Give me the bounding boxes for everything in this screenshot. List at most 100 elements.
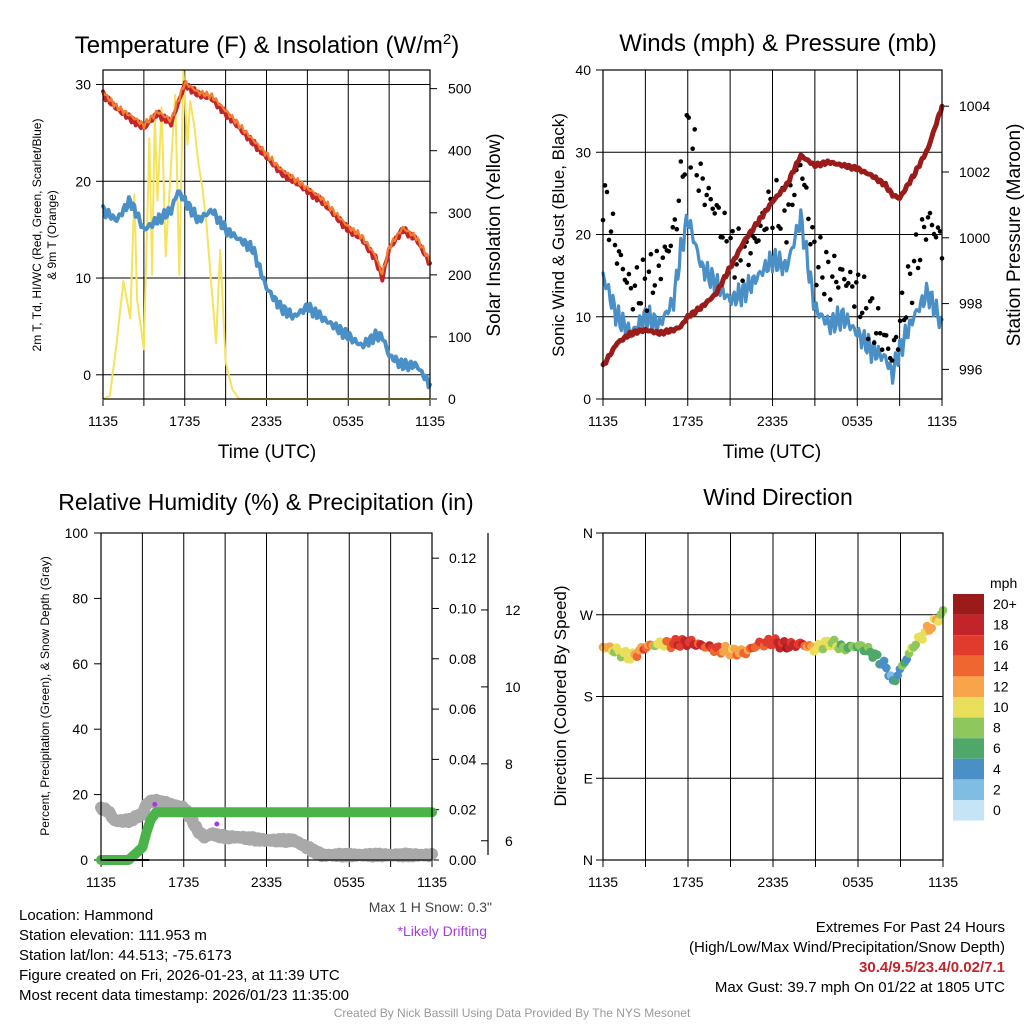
gust-point xyxy=(660,255,666,260)
gust-point xyxy=(814,282,819,288)
legend-label: 18 xyxy=(993,617,1009,633)
legend-label: 2 xyxy=(993,781,1001,797)
direction-point xyxy=(873,650,882,660)
gust-point xyxy=(859,310,865,316)
x-tick-label: 0535 xyxy=(842,874,873,890)
precip-tick-label: 0.00 xyxy=(449,852,476,868)
gust-point xyxy=(905,264,911,269)
gust-point xyxy=(712,211,717,216)
gust-point xyxy=(656,263,662,269)
x-tick-label: 2335 xyxy=(757,874,788,890)
gust-point xyxy=(897,318,903,324)
precip-tick-label: 0.12 xyxy=(449,550,476,566)
direction-point xyxy=(927,623,936,633)
y2-axis-label: Station Pressure (Maroon) xyxy=(1004,124,1024,347)
gust-point xyxy=(694,173,699,178)
gust-point xyxy=(652,283,658,288)
gust-point xyxy=(634,265,640,270)
y2-tick-label: 1002 xyxy=(959,164,990,180)
y2-tick-label: 500 xyxy=(448,81,472,97)
gust-point xyxy=(732,275,737,280)
gust-point xyxy=(604,189,610,195)
legend-swatch xyxy=(953,738,984,759)
wind-direction-panel: Wind Direction N E S W N 1135 1735 2335 0535 1135 D… xyxy=(551,484,1017,890)
gust-point xyxy=(690,146,695,151)
gust-point xyxy=(770,225,775,231)
gust-point xyxy=(877,331,883,336)
gust-point xyxy=(696,188,701,193)
gust-point xyxy=(678,159,684,164)
created-text: Figure created on Fri, 2026-01-23, at 11… xyxy=(19,967,340,984)
gust-point xyxy=(830,274,835,279)
gust-point xyxy=(602,183,608,188)
legend-label: 14 xyxy=(993,658,1009,674)
gust-point xyxy=(614,261,620,266)
chart-title: Temperature (F) & Insolation (W/m2) xyxy=(75,31,459,59)
gust-point xyxy=(700,176,705,181)
gust-point xyxy=(863,306,869,311)
latlon-text: Station lat/lon: 44.513; -75.6173 xyxy=(19,947,232,964)
precip-line xyxy=(96,807,437,865)
gust-point xyxy=(895,347,901,352)
gust-point xyxy=(790,202,795,208)
y-tick-label: 30 xyxy=(75,77,91,93)
direction-point xyxy=(934,617,943,626)
x-tick-label: 2335 xyxy=(757,413,788,429)
legend-label: 20+ xyxy=(993,596,1017,612)
legend-swatch xyxy=(953,594,984,615)
gust-point xyxy=(654,248,660,254)
y2-tick-label: 100 xyxy=(448,329,472,345)
x-tick-label: 2335 xyxy=(251,413,282,429)
gust-point xyxy=(610,211,616,217)
direction-point xyxy=(882,663,891,673)
direction-point xyxy=(780,637,789,646)
y2-axis-label: Solar Insolation (Yellow) xyxy=(484,133,505,336)
plot-frame xyxy=(602,532,944,861)
x-tick-label: 1735 xyxy=(672,413,703,429)
y2-tick-label: 1004 xyxy=(959,98,990,114)
x-tick-label: 0535 xyxy=(842,413,873,429)
y-axis-label: Sonic Wind & Gust (Blue, Black) xyxy=(549,113,568,357)
gust-point xyxy=(686,115,691,120)
gust-point xyxy=(648,251,654,257)
gust-point xyxy=(935,225,941,230)
precip-tick-label: 0.06 xyxy=(449,701,476,717)
gust-point xyxy=(640,257,646,263)
legend-swatch xyxy=(953,800,984,821)
x-tick-label: 0535 xyxy=(334,874,365,890)
gust-point xyxy=(730,228,735,234)
gust-point xyxy=(616,249,622,254)
gust-point xyxy=(933,235,939,240)
series-line-1 xyxy=(101,80,432,276)
y-axis-label: Percent, Precipitation (Green), & Snow D… xyxy=(38,556,52,835)
gust-point xyxy=(630,307,636,312)
gust-point xyxy=(722,210,727,216)
gust-point xyxy=(820,275,825,280)
snow-depth-line xyxy=(95,793,438,863)
gust-point xyxy=(899,290,905,296)
y-axis-label: Direction (Colored By Speed) xyxy=(551,585,570,806)
y-tick-label: 20 xyxy=(575,227,591,243)
extremes-values: 30.4/9.5/23.4/0.02/7.1 xyxy=(859,959,1005,976)
snow-tick-label: 6 xyxy=(505,833,513,849)
gust-point xyxy=(728,235,733,241)
gust-point xyxy=(720,235,725,240)
gust-point xyxy=(738,258,743,263)
direction-point xyxy=(621,646,630,656)
gust-point xyxy=(668,243,674,249)
gust-point xyxy=(937,229,943,234)
gust-point xyxy=(828,297,833,302)
gust-point xyxy=(682,172,688,177)
gust-point xyxy=(618,252,624,258)
gust-point xyxy=(702,202,707,208)
gust-point xyxy=(620,266,626,272)
precip-tick-label: 0.08 xyxy=(449,651,476,667)
legend-label: 4 xyxy=(993,761,1001,777)
gust-point xyxy=(810,225,815,230)
gust-point xyxy=(824,249,829,255)
gust-point xyxy=(855,272,861,278)
gust-point xyxy=(885,346,891,352)
legend-swatch xyxy=(953,717,984,739)
gust-point xyxy=(724,239,729,244)
gust-point xyxy=(857,314,863,320)
